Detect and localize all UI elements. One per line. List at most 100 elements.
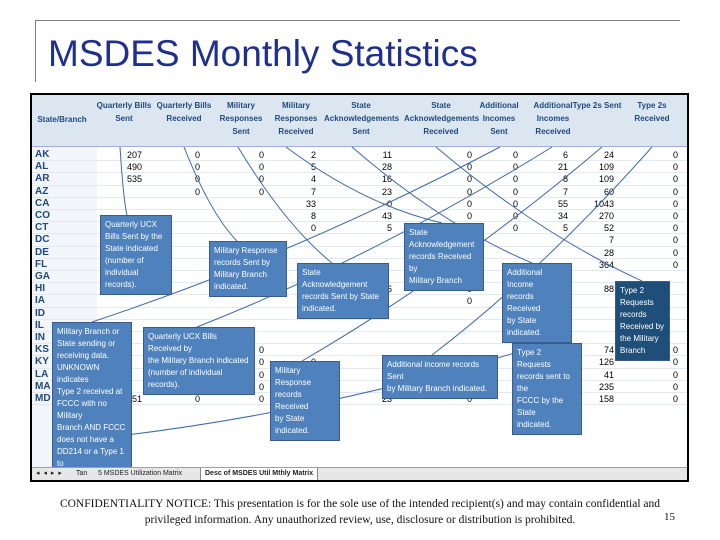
value-cell[interactable]: 0 — [258, 174, 264, 185]
value-cell[interactable]: 0 — [512, 223, 518, 234]
column-header[interactable]: State Acknowledgements Sent — [324, 101, 400, 136]
value-cell[interactable]: 0 — [512, 162, 518, 173]
value-cell[interactable]: 0 — [672, 211, 678, 221]
state-cell[interactable]: KY — [35, 356, 49, 368]
state-cell[interactable]: CT — [35, 222, 49, 234]
sheet-tab[interactable]: Tan — [76, 470, 88, 477]
value-cell[interactable]: 0 — [672, 235, 678, 246]
state-cell[interactable]: AR — [35, 173, 50, 185]
value-cell[interactable]: 109 — [598, 162, 614, 173]
value-cell[interactable]: 6 — [562, 150, 568, 160]
value-cell[interactable]: 0 — [512, 174, 518, 185]
value-cell[interactable]: 34 — [557, 211, 568, 221]
value-cell[interactable]: 60 — [603, 186, 614, 197]
value-cell[interactable]: 0 — [258, 162, 264, 173]
value-cell[interactable]: 28 — [381, 162, 392, 173]
state-cell[interactable]: GA — [35, 271, 50, 282]
value-cell[interactable]: 11 — [382, 150, 392, 160]
state-cell[interactable]: ID — [35, 307, 45, 319]
state-cell[interactable]: FL — [35, 258, 48, 270]
value-cell[interactable]: 0 — [672, 381, 678, 392]
value-cell[interactable]: 52 — [603, 223, 614, 234]
value-cell[interactable]: 43 — [381, 211, 392, 221]
state-cell[interactable]: CA — [35, 197, 50, 209]
value-cell[interactable]: 0 — [672, 259, 678, 270]
value-cell[interactable]: 535 — [126, 174, 142, 185]
value-cell[interactable]: 0 — [466, 150, 472, 160]
tab-scroll-arrows[interactable]: ◂ ◂ ▸ ▸ — [36, 470, 63, 477]
value-cell[interactable]: 28 — [603, 247, 614, 258]
value-cell[interactable]: 21 — [557, 162, 568, 173]
sheet-tab[interactable]: Desc of MSDES Util Mthly Matrix — [200, 468, 319, 480]
value-cell[interactable]: 0 — [672, 198, 678, 209]
value-cell[interactable]: 0 — [194, 150, 200, 160]
column-header[interactable]: Quarterly Bills Sent — [96, 101, 152, 123]
value-cell[interactable]: 8 — [562, 174, 568, 185]
state-cell[interactable]: AL — [35, 161, 49, 173]
state-cell[interactable]: IL — [35, 319, 44, 331]
column-header[interactable]: State Acknowledgements Received — [404, 101, 480, 136]
value-cell[interactable]: 0 — [466, 296, 472, 307]
value-cell[interactable]: 0 — [512, 211, 518, 221]
column-header[interactable]: Quarterly Bills Received — [156, 101, 212, 123]
state-cell[interactable]: KS — [35, 344, 49, 356]
value-cell[interactable]: 270 — [598, 211, 614, 221]
value-cell[interactable]: 0 — [310, 223, 316, 234]
value-cell[interactable]: 55 — [557, 198, 568, 209]
state-cell[interactable]: HI — [35, 283, 45, 295]
value-cell[interactable]: 33 — [305, 198, 316, 209]
state-cell[interactable]: MA — [35, 380, 51, 392]
state-cell[interactable]: DE — [35, 246, 49, 258]
value-cell[interactable]: 0 — [194, 186, 200, 197]
value-cell[interactable]: 235 — [598, 381, 614, 392]
column-header[interactable]: Military Responses Sent — [219, 101, 263, 136]
state-cell[interactable]: AZ — [35, 185, 49, 197]
column-header[interactable]: Military Responses Received — [274, 101, 318, 136]
value-cell[interactable]: 0 — [672, 394, 678, 404]
state-cell[interactable]: AK — [35, 149, 50, 160]
value-cell[interactable]: 5 — [310, 162, 316, 173]
value-cell[interactable]: 0 — [258, 186, 264, 197]
value-cell[interactable]: 0 — [672, 247, 678, 258]
value-cell[interactable]: 2 — [310, 150, 316, 160]
value-cell[interactable]: 207 — [126, 150, 142, 160]
value-cell[interactable]: 5 — [386, 223, 392, 234]
value-cell[interactable]: 0 — [672, 150, 678, 160]
column-header[interactable]: Additional Incomes Sent — [479, 101, 519, 136]
value-cell[interactable]: 0 — [672, 186, 678, 197]
value-cell[interactable]: 0 — [466, 162, 472, 173]
value-cell[interactable]: 364 — [598, 259, 614, 270]
column-header[interactable]: Type 2s Sent — [572, 101, 622, 110]
sheet-tab[interactable]: 5 MSDES Utilization Matrix — [98, 470, 183, 477]
value-cell[interactable]: 41 — [603, 369, 614, 380]
column-header[interactable]: State/Branch — [37, 115, 87, 124]
value-cell[interactable]: 7 — [310, 186, 316, 197]
value-cell[interactable]: 1043 — [593, 198, 614, 209]
value-cell[interactable]: 0 — [194, 162, 200, 173]
value-cell[interactable]: 0 — [672, 357, 678, 368]
state-cell[interactable]: MD — [35, 393, 51, 404]
column-header[interactable]: Type 2s Received — [634, 101, 670, 123]
value-cell[interactable]: 0 — [672, 174, 678, 185]
value-cell[interactable]: 0 — [512, 150, 518, 160]
value-cell[interactable]: 0 — [258, 150, 264, 160]
value-cell[interactable]: 126 — [598, 357, 614, 368]
value-cell[interactable]: 4 — [310, 174, 316, 185]
value-cell[interactable]: 0 — [466, 198, 472, 209]
value-cell[interactable]: 88 — [603, 284, 614, 295]
state-cell[interactable]: CO — [35, 210, 50, 221]
value-cell[interactable]: 0 — [466, 174, 472, 185]
value-cell[interactable]: 0 — [672, 162, 678, 173]
column-header[interactable]: Additional Incomes Received — [533, 101, 573, 136]
value-cell[interactable]: 0 — [386, 198, 392, 209]
value-cell[interactable]: 23 — [381, 186, 392, 197]
value-cell[interactable]: 0 — [466, 211, 472, 221]
value-cell[interactable]: 7 — [608, 235, 614, 246]
value-cell[interactable]: 0 — [672, 223, 678, 234]
value-cell[interactable]: 0 — [194, 174, 200, 185]
state-cell[interactable]: IN — [35, 332, 45, 343]
value-cell[interactable]: 24 — [603, 150, 614, 160]
value-cell[interactable]: 0 — [672, 345, 678, 356]
value-cell[interactable]: 109 — [598, 174, 614, 185]
state-cell[interactable]: LA — [35, 368, 49, 380]
